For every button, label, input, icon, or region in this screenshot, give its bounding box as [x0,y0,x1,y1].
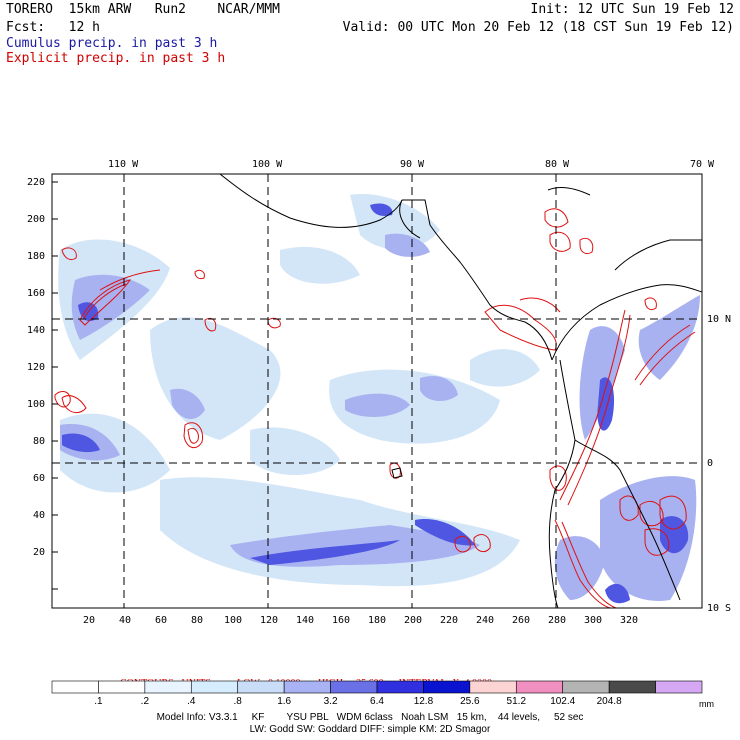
y-tick-label: 100 [27,399,46,410]
colorbar-tick-label: 1.6 [277,696,292,707]
legend-explicit: Explicit precip. in past 3 h [6,51,226,66]
legend-cumulus: Cumulus precip. in past 3 h [6,36,218,51]
colorbar-tick-label: .1 [94,696,103,707]
cumulus-mid-field [60,233,700,601]
colorbar-tick-label: 3.2 [323,696,338,707]
x-tick-label: 40 [119,615,132,626]
colorbar-tick-label: 6.4 [370,696,384,707]
model-info-line2: LW: Godd SW: Goddard DIFF: simple KM: 2D… [249,724,491,735]
model-info-line1: Model Info: V3.3.1 KF YSU PBL WDM 6class… [156,712,584,723]
colorbar-tick-label: .8 [233,696,242,707]
x-tick-label: 160 [332,615,351,626]
colorbar-labels: .1 .2 .4 .8 1.6 3.2 6.4 12.8 25.6 51.2 102.4 204.8 [0,696,740,708]
y-tick-label: 220 [27,177,46,188]
x-tick-label: 220 [440,615,459,626]
init-time: Init: 12 UTC Sun 19 Feb 12 [530,2,735,17]
colorbar-bin [655,680,703,694]
valid-time: Valid: 00 UTC Mon 20 Feb 12 (18 CST Sun … [342,20,734,35]
x-tick-label: 60 [155,615,168,626]
colorbar-bin [51,680,99,694]
y-tick-label: 140 [27,325,46,336]
colorbar-bin [562,680,610,694]
colorbar-bin [190,680,239,694]
x-tick-label: 240 [476,615,495,626]
map-frame [51,173,703,609]
colorbar-tick-label: 204.8 [596,696,622,707]
colorbar-tick-label: 102.4 [550,696,576,707]
colorbar-bin [144,680,192,694]
lon-label-100w: 100 W [252,159,283,170]
explicit-precip-contours [54,208,696,608]
colorbar-bin [608,680,656,694]
y-tick-label: 200 [27,214,46,225]
colorbar-bin [423,680,471,694]
x-tick-label: 320 [620,615,639,626]
colorbar-bin [515,680,564,694]
forecast-hour: Fcst: 12 h [6,20,100,35]
lon-label-110w: 110 W [108,159,139,170]
lon-label-90w: 90 W [400,159,425,170]
colorbar-bin [98,680,146,694]
colorbar-bin [283,680,331,694]
lon-label-80w: 80 W [545,159,570,170]
axis-ticks [52,181,58,590]
y-tick-label: 160 [27,288,46,299]
cumulus-dark-field [62,203,689,604]
colorbar-bin [469,680,517,694]
y-tick-label: 80 [33,436,46,447]
lat-label-0: 0 [707,458,714,469]
colorbar-tick-label: .2 [140,696,150,707]
y-tick-label: 40 [33,510,46,521]
cumulus-light-field [58,194,540,587]
colorbar-tick-label: .4 [187,696,196,707]
y-tick-label: 120 [27,362,46,373]
colorbar-unit: mm [699,699,714,709]
lat-label-10s: 10 S [707,603,732,614]
x-tick-label: 120 [260,615,279,626]
model-title: TORERO 15km ARW Run2 NCAR/MMM [6,2,280,17]
colorbar-tick-label: 25.6 [460,696,480,707]
x-tick-label: 140 [296,615,315,626]
lon-label-70w: 70 W [690,159,715,170]
y-tick-label: 60 [33,473,46,484]
x-tick-label: 100 [224,615,243,626]
colorbar [51,680,703,694]
lat-label-10n: 10 N [707,314,732,325]
colorbar-tick-label: 12.8 [413,696,434,707]
x-tick-label: 300 [584,615,603,626]
colorbar-bin [237,680,285,694]
y-tick-label: 20 [33,547,46,558]
coastline [219,174,702,608]
latlon-grid [52,174,702,608]
colorbar-bin [330,680,378,694]
y-tick-label: 180 [27,251,46,262]
colorbar-tick-label: 51.2 [506,696,527,707]
x-tick-label: 260 [512,615,531,626]
colorbar-bin [376,680,424,694]
x-tick-label: 20 [83,615,96,626]
x-tick-label: 180 [368,615,387,626]
x-tick-label: 80 [191,615,204,626]
x-tick-label: 200 [404,615,423,626]
x-tick-label: 280 [548,615,567,626]
